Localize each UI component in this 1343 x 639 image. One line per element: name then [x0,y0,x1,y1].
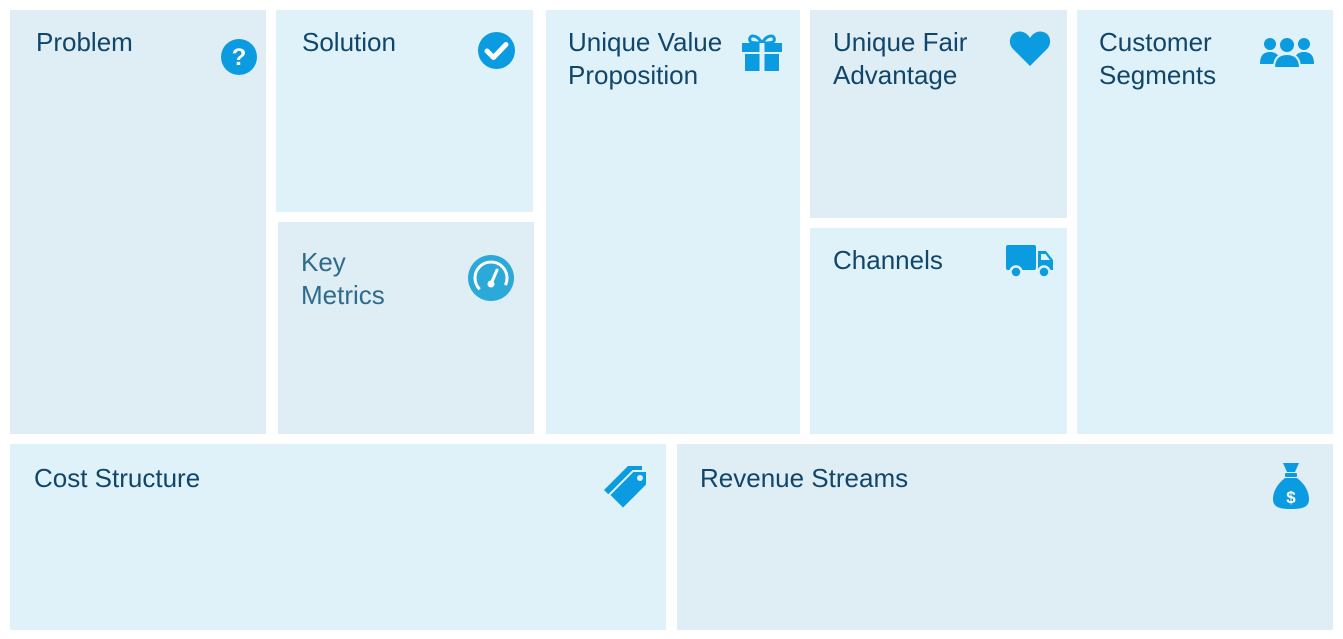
svg-text:?: ? [232,44,247,71]
cost-structure-title: Cost Structure [34,463,201,493]
problem-title: Problem [36,27,133,57]
check-circle-icon [478,32,515,69]
cost-structure-block: Cost Structure [10,444,666,630]
customer-segments-title: Customer Segments [1099,27,1217,90]
unique-value-proposition-block: Unique Value Proposition [546,10,800,434]
question-circle-icon: ? [221,39,257,75]
customer-segments-block: Customer Segments [1077,10,1333,434]
tags-icon [604,466,648,511]
problem-block: Problem ? [10,10,266,434]
revenue-streams-title: Revenue Streams [700,463,909,493]
solution-block: Solution [276,10,533,212]
svg-text:$: $ [1286,488,1296,507]
truck-icon [1006,245,1053,279]
unique-fair-advantage-title: Unique Fair Advantage [833,27,968,90]
users-icon [1260,36,1314,69]
heart-icon [1009,31,1051,66]
gift-icon [742,34,782,71]
unique-fair-advantage-block: Unique Fair Advantage [810,10,1067,218]
key-metrics-block: Key Metrics [278,222,534,434]
channels-title: Channels [833,245,943,275]
revenue-streams-block: Revenue Streams $ [677,444,1333,630]
channels-block: Channels [810,228,1067,434]
solution-title: Solution [302,27,396,57]
unique-value-proposition-title: Unique Value Proposition [568,27,723,90]
speedometer-icon [468,255,514,301]
key-metrics-title: Key Metrics [301,247,385,310]
money-bag-icon: $ [1273,463,1309,509]
